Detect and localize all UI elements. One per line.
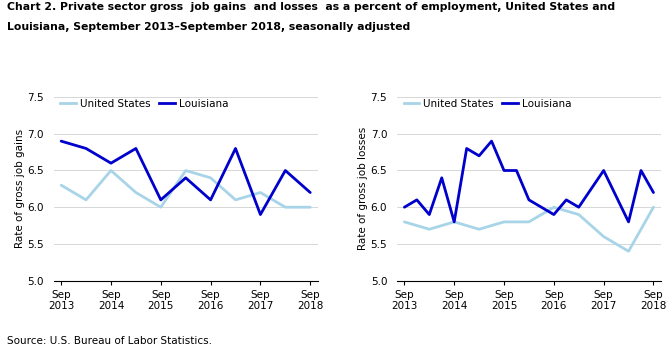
Text: Source: U.S. Bureau of Labor Statistics.: Source: U.S. Bureau of Labor Statistics.: [7, 336, 212, 346]
Y-axis label: Rate of gross job gains: Rate of gross job gains: [15, 129, 25, 249]
Legend: United States, Louisiana: United States, Louisiana: [399, 95, 576, 113]
Text: Chart 2. Private sector gross  job gains  and losses  as a percent of employment: Chart 2. Private sector gross job gains …: [7, 2, 615, 12]
Y-axis label: Rate of gross job losses: Rate of gross job losses: [358, 127, 368, 251]
Text: Louisiana, September 2013–September 2018, seasonally adjusted: Louisiana, September 2013–September 2018…: [7, 22, 410, 32]
Legend: United States, Louisiana: United States, Louisiana: [56, 95, 233, 113]
